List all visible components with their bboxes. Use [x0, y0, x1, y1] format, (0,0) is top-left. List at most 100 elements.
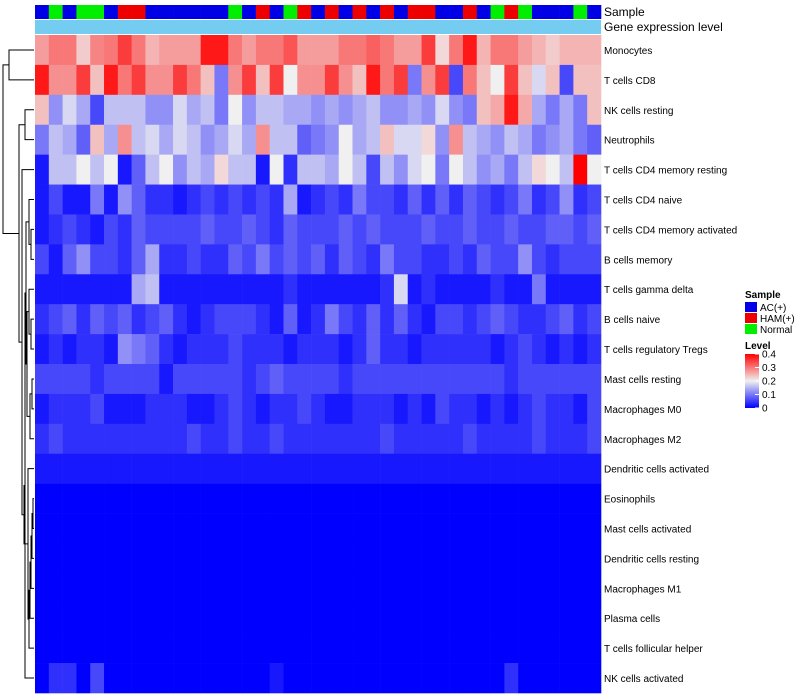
- heatmap-cell: [545, 184, 560, 215]
- heatmap-cell: [311, 573, 326, 604]
- heatmap-cell: [393, 603, 409, 634]
- heatmap-cell: [228, 543, 243, 574]
- heatmap-cell: [518, 35, 533, 66]
- sample-annotation-cell: [269, 5, 284, 19]
- heatmap-cell: [255, 94, 270, 126]
- heatmap-cell: [242, 423, 257, 455]
- heatmap-cell: [421, 304, 436, 335]
- heatmap-cell: [186, 603, 201, 634]
- row-label: Plasma cells: [604, 614, 660, 625]
- sample-annotation-cell: [145, 5, 160, 19]
- heatmap-cell: [435, 304, 450, 335]
- heatmap-cell: [476, 573, 491, 604]
- heatmap-cell: [62, 393, 77, 425]
- heatmap-cell: [476, 64, 491, 96]
- heatmap-cell: [462, 393, 478, 425]
- heatmap-cell: [545, 154, 560, 185]
- heatmap-cell: [173, 64, 188, 96]
- heatmap-cell: [559, 633, 574, 664]
- heatmap-cell: [269, 483, 284, 514]
- sample-annotation-cell: [380, 5, 395, 19]
- heatmap-cell: [366, 393, 381, 425]
- heatmap-cell: [449, 274, 464, 305]
- heatmap-cell: [476, 274, 491, 305]
- heatmap-cell: [587, 94, 602, 126]
- heatmap-cell: [214, 573, 229, 604]
- heatmap-cell: [380, 304, 395, 335]
- heatmap-cell: [186, 513, 201, 544]
- heatmap-cell: [393, 453, 409, 484]
- heatmap-cell: [518, 633, 533, 664]
- sample-annotation-cell: [48, 5, 63, 19]
- heatmap-cell: [476, 483, 491, 514]
- heatmap-cell: [173, 364, 188, 395]
- heatmap-cell: [559, 274, 574, 305]
- heatmap-cell: [90, 124, 105, 155]
- heatmap-cell: [435, 393, 450, 425]
- heatmap-cell: [545, 453, 560, 484]
- sample-annotation-cell: [476, 5, 491, 19]
- heatmap-cell: [587, 603, 602, 634]
- heatmap-cell: [435, 603, 450, 634]
- heatmap-cell: [228, 453, 243, 484]
- heatmap-cell: [352, 154, 367, 185]
- expression-annotation-bar: [35, 20, 601, 34]
- sample-annotation-cell: [573, 5, 588, 19]
- heatmap-cell: [117, 663, 132, 694]
- heatmap-cell: [297, 334, 312, 365]
- heatmap-cell: [117, 543, 132, 574]
- heatmap-cell: [242, 154, 257, 185]
- heatmap-cell: [283, 573, 298, 604]
- heatmap-cell: [159, 64, 174, 96]
- heatmap-cell: [186, 304, 201, 335]
- sample-legend-label: HAM(+): [760, 314, 795, 325]
- heatmap-cell: [269, 603, 284, 634]
- heatmap-cell: [421, 663, 436, 694]
- heatmap-cell: [380, 633, 395, 664]
- heatmap-cell: [587, 453, 602, 484]
- heatmap-cell: [90, 244, 105, 275]
- heatmap-cell: [352, 423, 367, 455]
- heatmap-cell: [48, 274, 63, 305]
- heatmap-cell: [559, 423, 574, 455]
- heatmap-cell: [145, 483, 160, 514]
- heatmap-cell: [62, 543, 77, 574]
- heatmap-cell: [393, 573, 409, 604]
- heatmap-cell: [173, 244, 188, 275]
- heatmap-cell: [504, 513, 519, 544]
- heatmap-cell: [518, 184, 533, 215]
- heatmap-cell: [476, 513, 491, 544]
- heatmap-cell: [380, 393, 395, 425]
- heatmap-cell: [531, 483, 547, 514]
- sample-legend-label: Normal: [760, 325, 792, 336]
- heatmap-cell: [407, 483, 422, 514]
- heatmap-cell: [531, 35, 547, 66]
- heatmap-cell: [435, 513, 450, 544]
- heatmap-cell: [518, 94, 533, 126]
- heatmap-cell: [531, 513, 547, 544]
- heatmap-cell: [242, 184, 257, 215]
- heatmap-cell: [173, 453, 188, 484]
- heatmap-cell: [159, 154, 174, 185]
- heatmap-cell: [242, 94, 257, 126]
- heatmap-cell: [338, 393, 353, 425]
- heatmap-cell: [228, 603, 243, 634]
- heatmap-cell: [35, 453, 50, 484]
- heatmap-cell: [228, 364, 243, 395]
- heatmap-cell: [421, 543, 436, 574]
- heatmap-cell: [200, 543, 215, 574]
- heatmap-cell: [104, 663, 119, 694]
- heatmap-cell: [435, 483, 450, 514]
- heatmap-cell: [173, 124, 188, 155]
- heatmap-cell: [449, 64, 464, 96]
- heatmap-cell: [518, 483, 533, 514]
- heatmap-cell: [573, 274, 588, 305]
- heatmap-cell: [338, 184, 353, 215]
- heatmap-cell: [90, 154, 105, 185]
- legend: Sample AC(+)HAM(+)Normal Level 0.4 0.3 0.2…: [745, 290, 795, 415]
- heatmap-cell: [559, 304, 574, 335]
- heatmap-cell: [186, 154, 201, 185]
- sample-annotation-cell: [90, 5, 105, 19]
- heatmap-cell: [421, 35, 436, 66]
- heatmap-cell: [200, 184, 215, 215]
